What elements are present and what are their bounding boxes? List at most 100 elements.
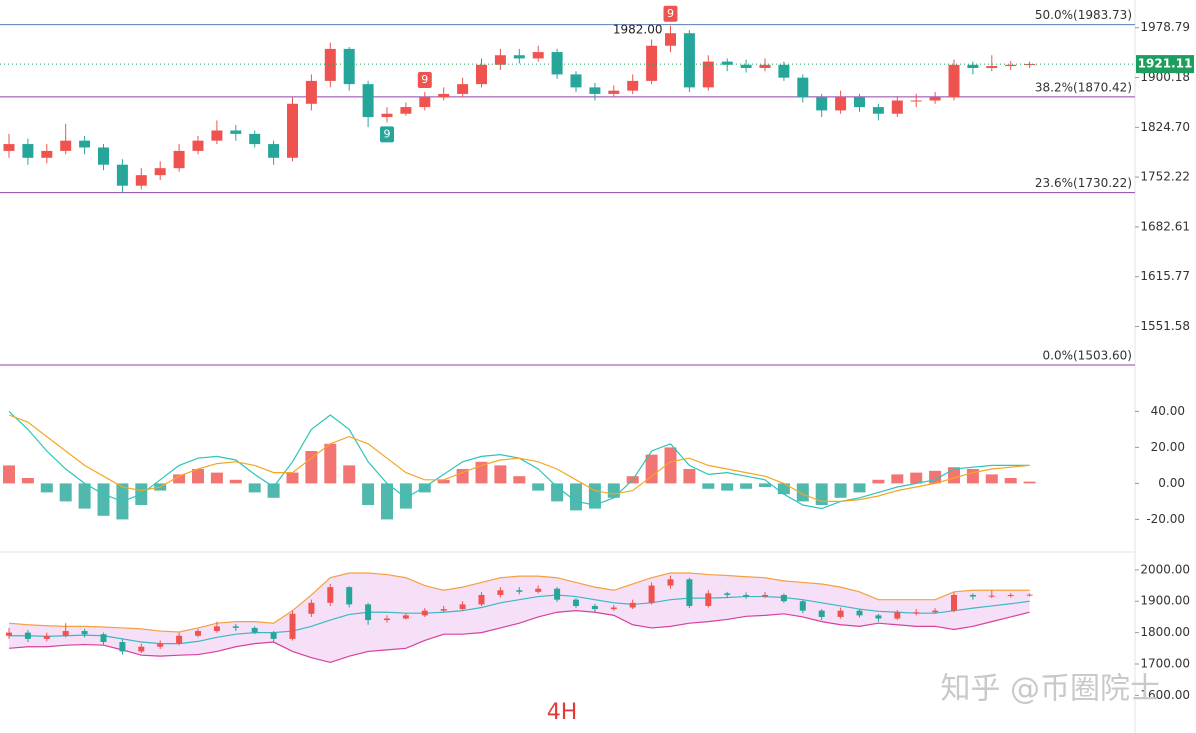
candle-body bbox=[22, 144, 34, 158]
candle-body bbox=[1005, 64, 1017, 67]
macd-bar bbox=[740, 483, 753, 489]
candle-body bbox=[818, 610, 825, 617]
candle-body bbox=[249, 133, 261, 145]
macd-bar bbox=[910, 472, 923, 484]
candle-body bbox=[627, 80, 639, 91]
candle-body bbox=[554, 588, 561, 600]
candle-body bbox=[119, 642, 126, 652]
candle-body bbox=[891, 100, 903, 114]
candle-body bbox=[759, 64, 771, 68]
candle-body bbox=[157, 643, 164, 647]
td-badge bbox=[417, 71, 432, 88]
y-tick-label: 2000.00 bbox=[1140, 562, 1190, 576]
candle-body bbox=[402, 615, 409, 619]
candle-body bbox=[797, 77, 809, 98]
macd-bar bbox=[192, 469, 204, 484]
macd-bar bbox=[853, 483, 866, 493]
y-tick-label: 1900.18 bbox=[1140, 70, 1190, 84]
candle-body bbox=[872, 107, 884, 114]
macd-bar bbox=[683, 469, 696, 484]
candle-body bbox=[400, 107, 412, 114]
candle-body bbox=[913, 612, 920, 614]
lower-band bbox=[8, 610, 1030, 664]
last-price-label: 1921.11 bbox=[1138, 57, 1193, 71]
candle-body bbox=[740, 64, 752, 68]
candle-body bbox=[705, 593, 712, 606]
candle-body bbox=[610, 607, 617, 610]
macd-bar bbox=[286, 472, 299, 484]
y-tick-label: 40.00 bbox=[1151, 404, 1185, 418]
candle-body bbox=[778, 64, 790, 78]
y-tick-label: 1551.58 bbox=[1140, 319, 1190, 333]
candle-body bbox=[665, 33, 676, 46]
candle-body bbox=[62, 631, 69, 636]
td-badge bbox=[663, 5, 678, 22]
macd-bar bbox=[210, 472, 223, 484]
candle-body bbox=[988, 595, 995, 597]
y-tick-label: 20.00 bbox=[1151, 440, 1185, 454]
candle-body bbox=[494, 55, 506, 65]
macd-bar bbox=[588, 483, 601, 509]
fib-label: 38.2%(1870.42) bbox=[1035, 80, 1132, 94]
candle-body bbox=[230, 130, 242, 134]
candle-body bbox=[648, 585, 655, 603]
candle-body bbox=[478, 594, 485, 605]
y-tick-label: -20.00 bbox=[1146, 512, 1185, 526]
macd-bar bbox=[305, 451, 318, 484]
candle-body bbox=[3, 144, 15, 151]
candle-body bbox=[327, 587, 334, 603]
candle-body bbox=[686, 579, 693, 606]
candle-body bbox=[116, 164, 128, 186]
macd-bar bbox=[494, 465, 507, 484]
y-tick-label: 1700.00 bbox=[1140, 656, 1190, 670]
candle-body bbox=[1007, 594, 1014, 596]
candle-body bbox=[343, 48, 355, 85]
macd-bar bbox=[872, 479, 885, 484]
candle-body bbox=[762, 594, 768, 597]
y-tick-label: 1752.22 bbox=[1140, 170, 1190, 184]
candle-body bbox=[513, 55, 525, 59]
y-tick-label: 1800.00 bbox=[1140, 625, 1190, 639]
macd-bar bbox=[229, 479, 242, 484]
candle-body bbox=[497, 590, 504, 595]
candle-body bbox=[81, 631, 88, 635]
candle-body bbox=[365, 604, 372, 621]
macd-bar bbox=[532, 483, 545, 491]
candle-body bbox=[591, 605, 598, 610]
macd-bar bbox=[834, 483, 847, 498]
upper-band bbox=[8, 572, 1030, 633]
candle-body bbox=[289, 613, 296, 639]
candle-body bbox=[743, 594, 750, 597]
y-tick-label: 1900.00 bbox=[1140, 594, 1190, 608]
y-tick-label: 1600.00 bbox=[1140, 688, 1190, 702]
candle-body bbox=[362, 84, 374, 118]
candle-body bbox=[780, 594, 787, 602]
candle-body bbox=[721, 61, 733, 65]
candle-body bbox=[421, 610, 428, 616]
candle-body bbox=[667, 579, 674, 586]
candle-body bbox=[535, 588, 542, 592]
candle-body bbox=[270, 632, 277, 639]
macd-bar bbox=[399, 483, 412, 509]
candle-body bbox=[932, 610, 939, 613]
candle-body bbox=[646, 45, 658, 81]
candle-body bbox=[41, 150, 53, 158]
macd-bar bbox=[97, 483, 110, 516]
candle-body bbox=[894, 612, 901, 619]
dea-line bbox=[8, 414, 1030, 502]
candle-body bbox=[60, 140, 72, 151]
macd-bar bbox=[248, 483, 261, 493]
candle-body bbox=[232, 626, 239, 628]
candle-body bbox=[910, 100, 922, 102]
candle-body bbox=[305, 80, 317, 104]
candle-body bbox=[287, 103, 298, 158]
y-tick-label: 1615.77 bbox=[1140, 269, 1190, 283]
macd-bar bbox=[1004, 478, 1017, 484]
candle-body bbox=[516, 590, 523, 592]
candle-body bbox=[929, 97, 941, 101]
candle-body bbox=[98, 147, 109, 165]
macd-bar bbox=[777, 483, 790, 495]
candle-body bbox=[100, 634, 107, 643]
candle-body bbox=[856, 610, 863, 616]
candle-body bbox=[6, 632, 12, 636]
